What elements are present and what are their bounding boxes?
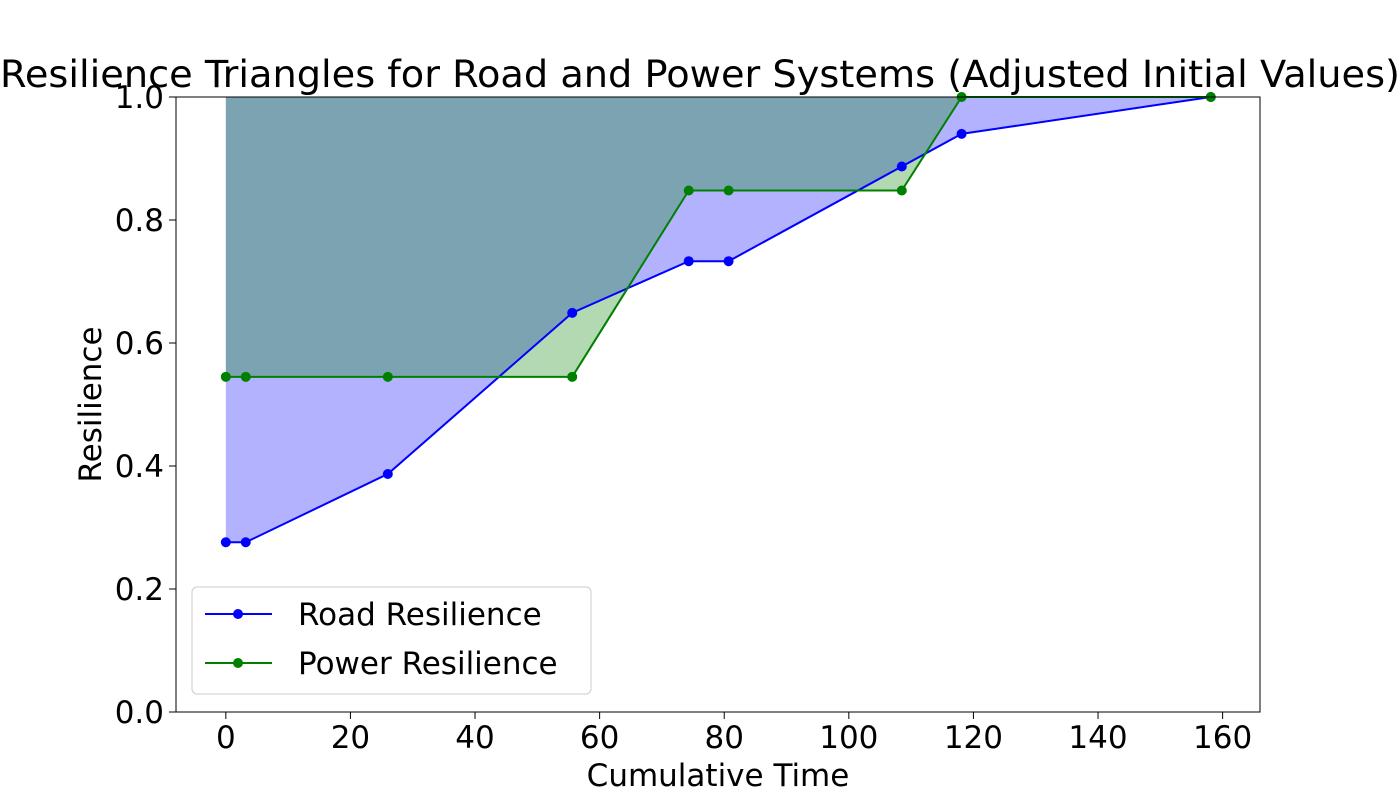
road-resilience-fill	[225, 97, 1211, 543]
series-points	[220, 92, 1216, 548]
y-tick-label: 0.4	[115, 449, 164, 485]
road-resilience-point	[220, 537, 231, 548]
y-tick-label: 0.0	[115, 695, 164, 731]
road-resilience-point	[567, 307, 578, 318]
road-resilience-legend-marker	[233, 609, 243, 619]
power-resilience-point	[683, 185, 694, 196]
road-resilience-point	[956, 128, 967, 139]
road-resilience-point	[240, 537, 251, 548]
legend: Road Resilience Power Resilience	[191, 586, 592, 695]
x-tick-label: 80	[705, 720, 744, 756]
x-tick-label: 60	[580, 720, 619, 756]
x-tick-label: 20	[331, 720, 370, 756]
power-resilience-fill	[225, 97, 1211, 377]
power-resilience-point	[567, 371, 578, 382]
power-resilience-point	[723, 185, 734, 196]
x-tick-label: 100	[819, 720, 878, 756]
power-resilience-point	[220, 371, 231, 382]
road-resilience-point	[683, 256, 694, 267]
y-tick-label: 0.2	[115, 572, 164, 608]
road-resilience-point	[723, 256, 734, 267]
legend-box	[191, 586, 592, 695]
power-resilience-point	[382, 371, 393, 382]
plot-frame	[175, 96, 1261, 713]
power-resilience-legend-label: Power Resilience	[298, 646, 558, 682]
x-tick-label: 40	[455, 720, 494, 756]
fill-areas	[225, 97, 1211, 543]
x-tick-label: 140	[1068, 720, 1127, 756]
road-resilience-legend-label: Road Resilience	[298, 597, 542, 633]
chart-title: Resilience Triangles for Road and Power …	[0, 53, 1400, 96]
road-resilience-point	[896, 161, 907, 172]
power-resilience-point	[240, 371, 251, 382]
road-resilience-point	[382, 468, 393, 479]
x-axis-label: Cumulative Time	[587, 758, 850, 794]
x-tick-label: 120	[944, 720, 1003, 756]
y-tick-label: 0.8	[115, 203, 164, 239]
y-tick-label: 0.6	[115, 326, 164, 362]
y-tick-label: 1.0	[115, 80, 164, 116]
x-axis-ticks: 0 20 40 60 80 100 120 140 160	[216, 712, 1252, 756]
y-axis-label: Resilience	[73, 326, 109, 482]
power-resilience-point	[896, 185, 907, 196]
x-tick-label: 160	[1193, 720, 1252, 756]
y-axis-ticks: 0.0 0.2 0.4 0.6 0.8 1.0	[115, 80, 176, 731]
x-tick-label: 0	[216, 720, 236, 756]
power-resilience-legend-marker	[233, 658, 243, 668]
